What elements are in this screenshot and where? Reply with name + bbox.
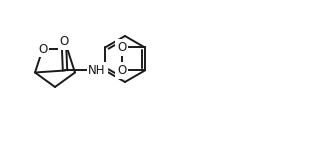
Text: O: O: [38, 42, 47, 56]
Text: O: O: [117, 64, 127, 77]
Text: O: O: [117, 41, 127, 54]
Text: O: O: [59, 35, 69, 48]
Text: NH: NH: [88, 64, 106, 77]
